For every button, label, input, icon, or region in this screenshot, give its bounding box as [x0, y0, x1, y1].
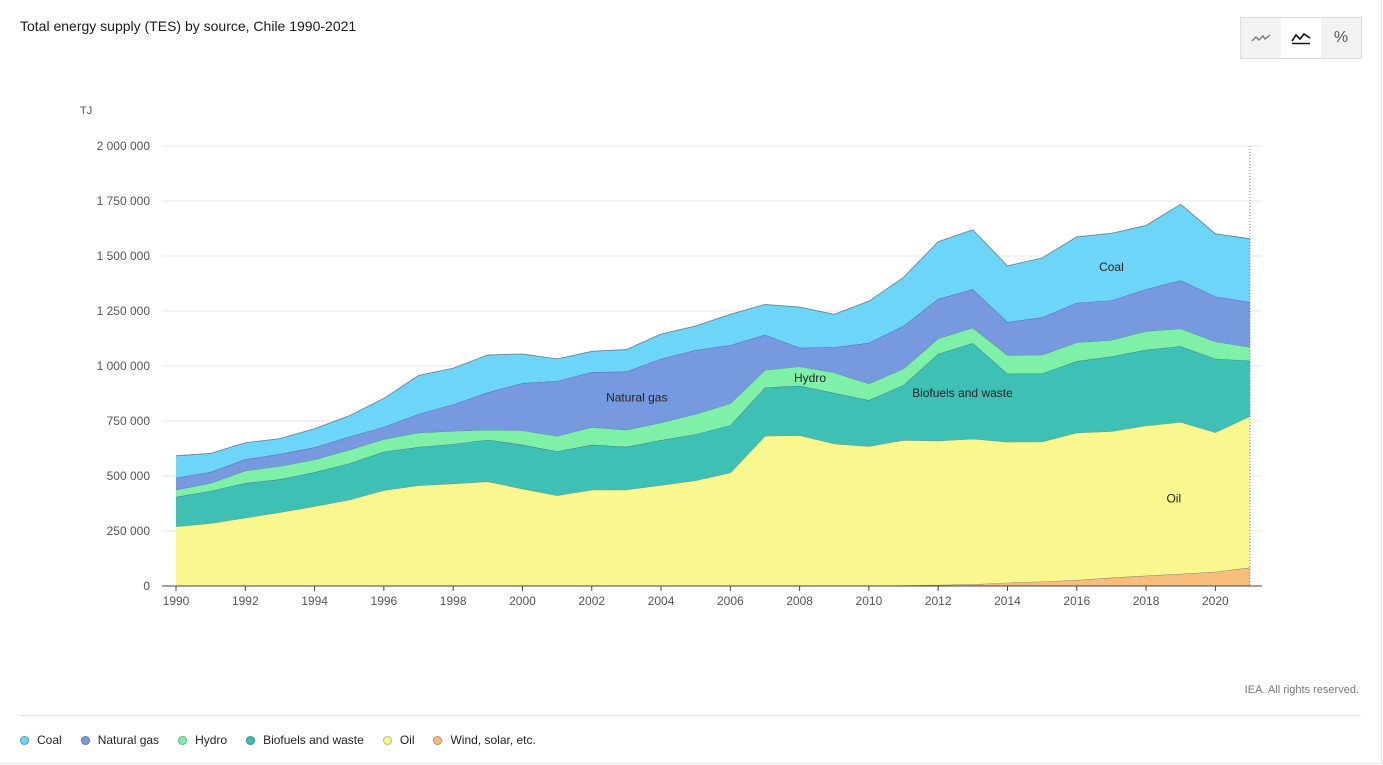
x-tick-label: 1992 [232, 594, 259, 608]
y-axis-unit-label: TJ [80, 105, 92, 117]
legend-dot-natural-gas [80, 735, 90, 745]
area-label-natural-gas: Natural gas [606, 391, 667, 405]
y-tick-label: 500 000 [107, 469, 151, 483]
line-chart-icon [1251, 34, 1271, 42]
legend-dot-coal [20, 735, 29, 745]
area-label-biofuels: Biofuels and waste [912, 386, 1013, 400]
x-tick-label: 1996 [371, 594, 398, 608]
copyright-text: IEA. All rights reserved. [1244, 684, 1359, 696]
legend-item-hydro[interactable]: Hydro [178, 733, 227, 747]
legend-item-biofuels-and-waste[interactable]: Biofuels and waste [246, 733, 364, 747]
area-label-hydro: Hydro [794, 371, 826, 385]
y-tick-label: 1 500 000 [97, 249, 151, 263]
x-tick-label: 2010 [856, 594, 883, 608]
legend-label-biofuels-and-waste: Biofuels and waste [263, 733, 364, 747]
y-axis-ticks: 0 250 000 500 000 750 000 1 000 000 1 250 000… [97, 139, 151, 593]
legend-dot-hydro [178, 735, 188, 745]
x-tick-label: 2016 [1063, 594, 1090, 608]
x-tick-label: 2014 [994, 594, 1021, 608]
y-tick-label: 750 000 [107, 414, 151, 428]
x-tick-label: 1994 [301, 594, 328, 608]
y-tick-label: 1 750 000 [97, 194, 151, 208]
legend-label-hydro: Hydro [195, 733, 228, 747]
y-tick-label: 2 000 000 [97, 139, 151, 153]
percent-button[interactable]: % [1321, 18, 1361, 58]
legend: Coal Natural gas Hydro Biofuels and wast… [20, 733, 555, 747]
area-chart-icon [1291, 32, 1311, 45]
series-areas [175, 146, 1251, 587]
y-tick-label: 0 [143, 579, 150, 593]
x-tick-label: 2000 [509, 594, 536, 608]
line-chart-button[interactable] [1241, 18, 1281, 58]
legend-dot-biofuels-and-waste [246, 735, 256, 745]
x-tick-label: 2004 [648, 594, 675, 608]
x-tick-label: 2020 [1202, 594, 1229, 608]
legend-label-oil: Oil [399, 733, 415, 747]
area-label-oil: Oil [1166, 492, 1181, 506]
area-coal[interactable] [176, 204, 1250, 478]
legend-dot-oil [382, 735, 392, 745]
legend-item-oil[interactable]: Oil [382, 733, 415, 747]
x-tick-label: 2012 [925, 594, 952, 608]
y-tick-label: 250 000 [107, 524, 151, 538]
area-label-coal: Coal [1099, 260, 1124, 274]
x-tick-label: 1998 [440, 594, 467, 608]
area-chart: TJ 0 250 000 500 000 750 000 1 000 000 1 250 … [80, 105, 1262, 608]
area-biofuels[interactable] [176, 343, 1250, 527]
area-labels: Coal Natural gas Hydro Biofuels and waste Oi… [606, 260, 1181, 506]
area-edge-coal [175, 203, 1251, 457]
area-natural-gas[interactable] [176, 280, 1250, 490]
x-tick-label: 2008 [786, 594, 813, 608]
x-tick-label: 2002 [578, 594, 605, 608]
legend-item-wind-solar[interactable]: Wind, solar, etc. [433, 733, 536, 747]
area-wind-solar[interactable] [176, 567, 1250, 586]
legend-dot-wind-solar [433, 735, 443, 745]
chart-title: Total energy supply (TES) by source, Chi… [20, 18, 357, 34]
legend-item-natural-gas[interactable]: Natural gas [80, 733, 160, 747]
y-tick-label: 1 000 000 [97, 359, 151, 373]
legend-label-natural-gas: Natural gas [97, 733, 160, 747]
legend-divider [20, 715, 1361, 716]
percent-icon: % [1333, 29, 1349, 46]
legend-label-wind-solar: Wind, solar, etc. [450, 733, 536, 747]
legend-item-coal[interactable]: Coal [20, 733, 62, 747]
x-tick-label: 2018 [1133, 594, 1160, 608]
area-chart-button[interactable] [1281, 18, 1321, 58]
x-tick-label: 1990 [163, 594, 190, 608]
y-tick-label: 1 250 000 [97, 304, 151, 318]
legend-label-coal: Coal [37, 733, 62, 747]
area-oil[interactable] [176, 416, 1250, 586]
view-toggle: % [1240, 17, 1362, 59]
x-tick-label: 2006 [717, 594, 744, 608]
area-hydro[interactable] [176, 327, 1250, 497]
x-axis: 1990 1992 1994 1996 1998 2000 2002 2004 2006 2008… [162, 585, 1262, 608]
